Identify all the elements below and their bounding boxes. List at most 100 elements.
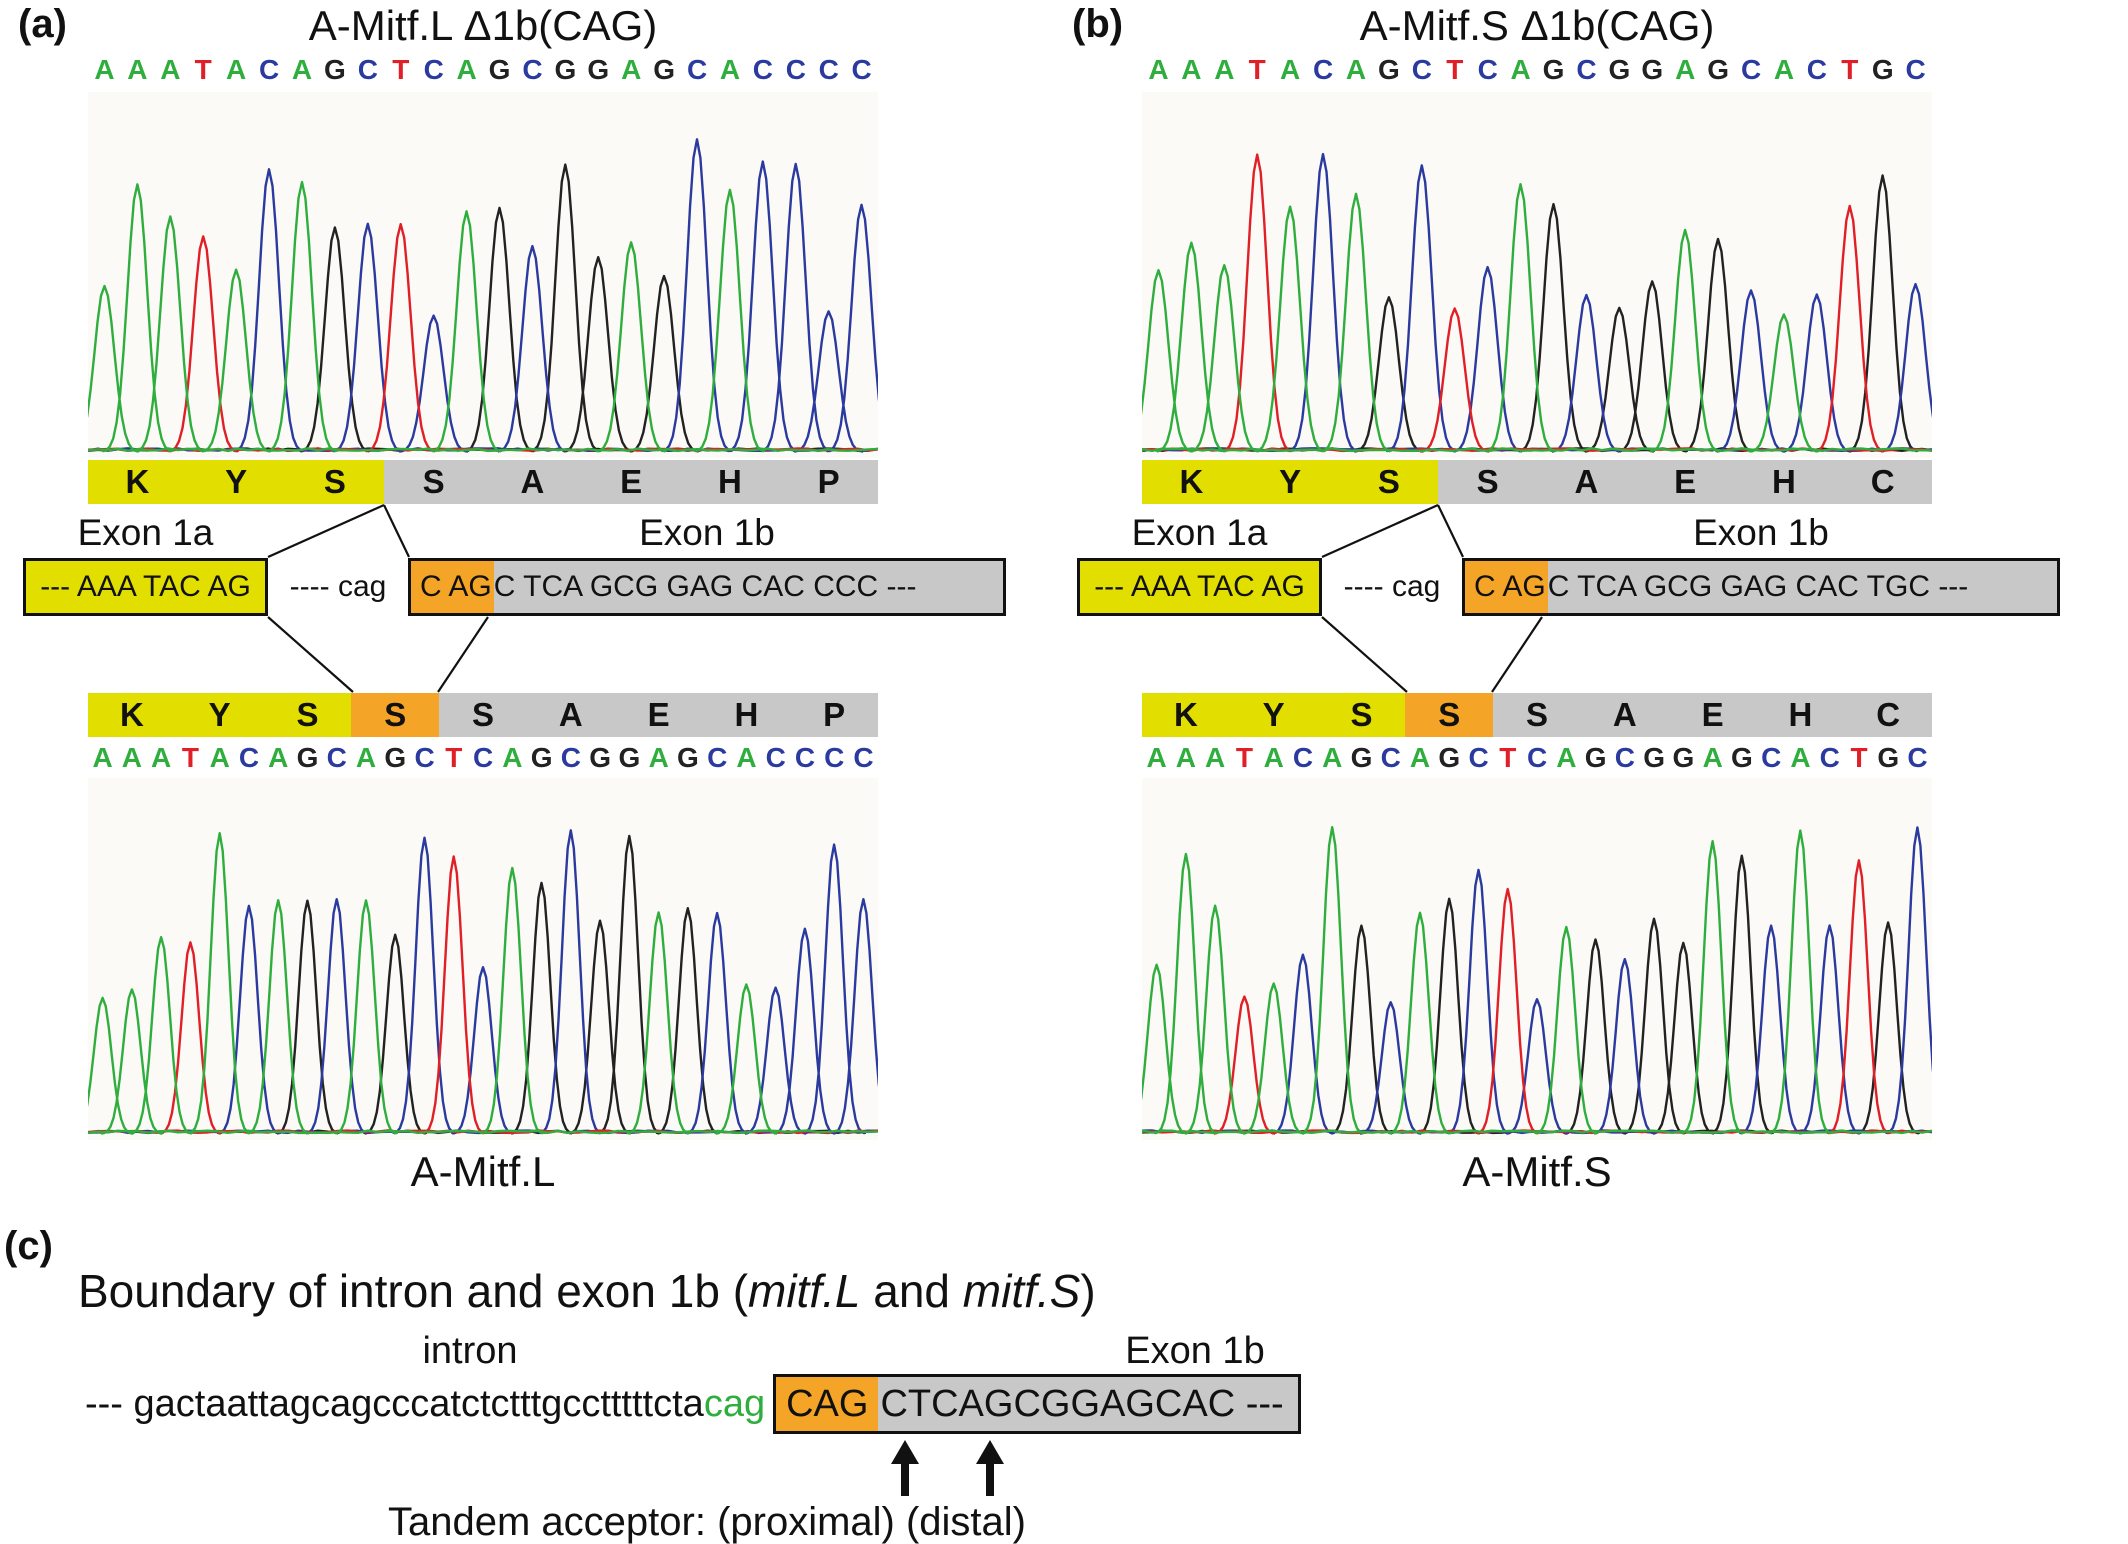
amino-acid-cell: E bbox=[614, 693, 703, 737]
base-letter: A bbox=[1510, 54, 1531, 85]
base-letter: C bbox=[1477, 54, 1498, 85]
gene-name-mitfS: mitf.S bbox=[962, 1265, 1081, 1317]
exon-1b-cag-highlight: C AG bbox=[411, 561, 494, 613]
base-letter: C bbox=[686, 54, 708, 85]
base-letter: G bbox=[384, 742, 407, 773]
base-letter: C bbox=[707, 742, 728, 773]
base-letter: C bbox=[1526, 742, 1548, 773]
amino-acid-cell: H bbox=[680, 460, 780, 504]
base-letter: A bbox=[456, 54, 477, 85]
exon-1b-sequence: C TCA GCG GAG CAC TGC --- bbox=[1547, 561, 2057, 613]
amino-acid-cell: E bbox=[1668, 693, 1757, 737]
amino-acid-cell: C bbox=[1844, 693, 1933, 737]
base-letter: A bbox=[1675, 54, 1696, 85]
base-letter: A bbox=[1556, 742, 1577, 773]
top-chromatogram bbox=[88, 92, 878, 458]
base-letter: C bbox=[752, 54, 774, 85]
intron-acceptor-text: ---- cag bbox=[1343, 570, 1441, 603]
gene-name-mitfL: mitf.L bbox=[748, 1265, 861, 1317]
base-letter: C bbox=[423, 54, 444, 85]
amino-acid-cell: S bbox=[285, 460, 385, 504]
base-letter: G bbox=[587, 54, 610, 85]
base-letter: G bbox=[296, 742, 319, 773]
base-letter: C bbox=[1819, 742, 1840, 773]
base-letter: G bbox=[488, 54, 511, 85]
base-letter: A bbox=[719, 54, 741, 85]
base-letter: T bbox=[194, 54, 212, 85]
bottom-chromatogram bbox=[88, 778, 878, 1140]
panel-b-caption: A-Mitf.S bbox=[1462, 1148, 1612, 1195]
amino-acid-cell: H bbox=[702, 693, 791, 737]
exon-cag-highlight: CAG bbox=[776, 1377, 879, 1431]
amino-acid-cell: K bbox=[1142, 693, 1230, 737]
amino-acid-cell: S bbox=[1493, 693, 1581, 737]
amino-acid-cell: S bbox=[384, 460, 483, 504]
panel-c-title: Boundary of intron and exon 1b (mitf.L a… bbox=[78, 1264, 1096, 1318]
exon-sequence: CTCAGCGGAGCAC --- bbox=[878, 1377, 1298, 1431]
exon-1b-label: Exon 1b bbox=[639, 512, 775, 553]
panel-b-label: (b) bbox=[1072, 2, 1124, 46]
base-letter: C bbox=[818, 54, 839, 85]
base-letter: G bbox=[677, 742, 699, 773]
title-text: ) bbox=[1080, 1265, 1096, 1317]
trace-G bbox=[88, 163, 878, 453]
base-letter: G bbox=[1350, 742, 1373, 773]
title-text: and bbox=[860, 1265, 963, 1317]
amino-acid-cell: Y bbox=[175, 693, 264, 737]
top-chromatogram bbox=[1142, 92, 1932, 458]
base-letter: A bbox=[1409, 742, 1431, 773]
base-letter: C bbox=[326, 742, 347, 773]
amino-acid-cell: A bbox=[526, 693, 615, 737]
base-letter: C bbox=[1292, 742, 1314, 773]
base-letter: C bbox=[1907, 742, 1928, 773]
base-letter: C bbox=[853, 742, 874, 773]
amino-acid-cell: C bbox=[1833, 460, 1932, 504]
title-text: Boundary of intron and exon 1b ( bbox=[78, 1265, 749, 1317]
base-letter: C bbox=[1740, 54, 1762, 85]
intron-sequence: --- gactaattagcagcccatctctttgcctttttcta bbox=[85, 1382, 704, 1425]
base-letter: A bbox=[268, 742, 289, 773]
trace-C bbox=[88, 829, 878, 1135]
base-letter: A bbox=[1146, 742, 1167, 773]
amino-acid-cell: S bbox=[1438, 460, 1537, 504]
base-letter: C bbox=[1806, 54, 1828, 85]
trace-A bbox=[88, 831, 878, 1135]
trace-A bbox=[1142, 182, 1932, 453]
exon-1a-box: --- AAA TAC AG bbox=[23, 558, 268, 616]
base-letter: T bbox=[445, 742, 463, 773]
base-letter: A bbox=[92, 742, 113, 773]
acceptor-cag-sequence: cag bbox=[703, 1382, 766, 1425]
amino-acid-cell: P bbox=[779, 460, 878, 504]
base-letter: G bbox=[1643, 742, 1666, 773]
base-letter: G bbox=[1584, 742, 1607, 773]
trace-A bbox=[1142, 825, 1932, 1135]
exon-1b-label: Exon 1b bbox=[1125, 1330, 1265, 1372]
tandem-acceptor-label: Tandem acceptor: (proximal) (distal) bbox=[388, 1500, 1026, 1544]
base-letter: C bbox=[824, 742, 845, 773]
base-letter: G bbox=[1542, 54, 1565, 85]
base-letter: T bbox=[1841, 54, 1859, 85]
amino-acid-cell: S bbox=[1317, 693, 1406, 737]
amino-acid-cell: K bbox=[88, 693, 176, 737]
trace-T bbox=[88, 222, 878, 453]
trace-A bbox=[88, 180, 878, 453]
trace-G bbox=[1142, 174, 1932, 453]
base-letter: T bbox=[1248, 54, 1266, 85]
exon-1b-sequence: C TCA GCG GAG CAC CCC --- bbox=[493, 561, 1003, 613]
base-letter: A bbox=[502, 742, 523, 773]
base-letter: G bbox=[1438, 742, 1461, 773]
base-letter: G bbox=[324, 54, 346, 85]
base-letter: A bbox=[1181, 54, 1202, 85]
amino-acid-cell: S bbox=[1405, 693, 1494, 737]
base-letter: G bbox=[530, 742, 553, 773]
base-letter: T bbox=[1499, 742, 1517, 773]
exon-1b-cag-highlight: C AG bbox=[1465, 561, 1548, 613]
base-letter: C bbox=[258, 54, 280, 85]
base-letter: G bbox=[554, 54, 577, 85]
